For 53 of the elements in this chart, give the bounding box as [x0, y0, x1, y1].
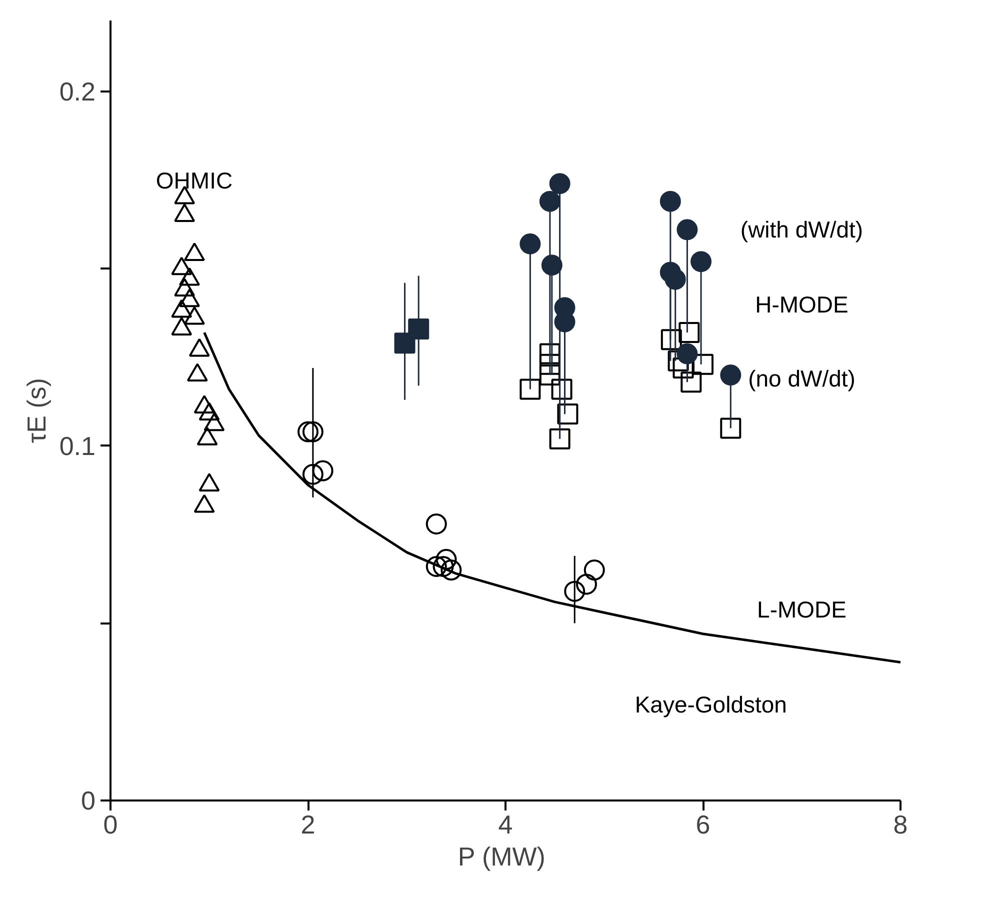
line-series: [203, 331, 900, 664]
point: [660, 329, 682, 350]
point: [539, 364, 560, 386]
point: [549, 173, 570, 194]
annotation: OHMIC: [156, 167, 233, 194]
annotation: H-MODE: [755, 291, 848, 318]
point: [680, 372, 702, 393]
x-tick-label: 0: [103, 810, 118, 840]
point: [302, 464, 324, 485]
point: [660, 190, 681, 212]
point: [692, 354, 714, 375]
point: [539, 343, 560, 364]
point: [298, 421, 318, 442]
point: [564, 580, 586, 602]
point: [432, 556, 454, 577]
y-tick-label: 0.1: [59, 430, 96, 461]
annotation: (with dW/dt): [740, 216, 864, 243]
x-tick-label: 4: [498, 810, 513, 840]
point: [539, 354, 560, 375]
x-tick-label: 8: [893, 810, 908, 840]
point: [678, 322, 700, 343]
point: [440, 560, 462, 581]
point: [676, 343, 698, 364]
y-axis-title: τE (s): [21, 378, 52, 444]
point: [541, 254, 562, 276]
point: [690, 251, 712, 272]
x-tick-label: 2: [300, 810, 316, 840]
point: [520, 378, 541, 400]
point: [576, 574, 597, 595]
point: [408, 318, 430, 340]
point: [426, 513, 447, 534]
point: [426, 556, 447, 577]
annotation: (no dW/dt): [748, 366, 856, 392]
point: [584, 560, 605, 581]
point: [436, 548, 457, 570]
point: [302, 421, 324, 442]
point: [557, 404, 578, 425]
point: [720, 418, 742, 439]
point: [664, 268, 686, 290]
y-tick-label: 0.2: [59, 76, 96, 106]
annotation: Kaye-Goldston: [634, 692, 787, 718]
x-tick-label: 6: [696, 810, 710, 840]
point: [668, 350, 689, 372]
y-tick-label: 0: [81, 786, 96, 816]
point: [551, 378, 572, 400]
point: [720, 364, 742, 386]
point: [549, 428, 570, 450]
point: [676, 219, 698, 240]
point: [539, 190, 560, 212]
annotation: L-MODE: [757, 596, 846, 622]
point: [312, 460, 334, 482]
x-axis-title: P (MW): [458, 842, 546, 872]
point: [520, 233, 541, 254]
